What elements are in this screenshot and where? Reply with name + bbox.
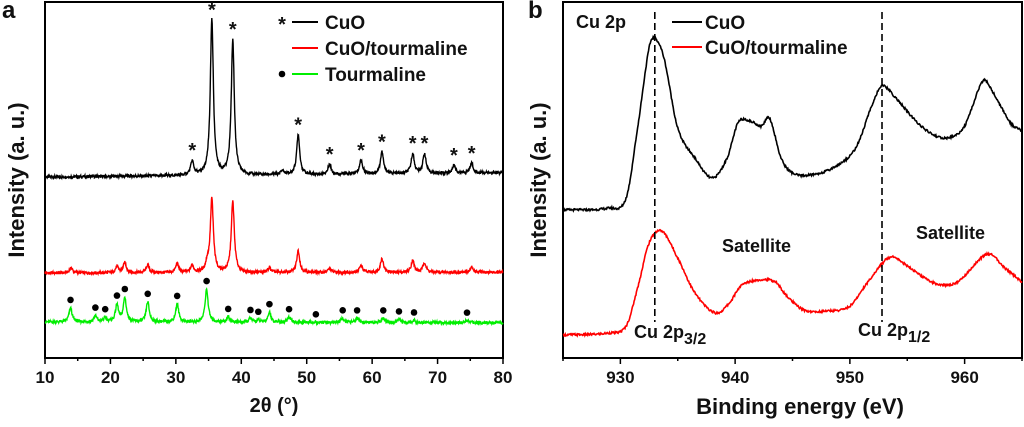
legend-label: CuO — [705, 13, 745, 34]
annotation-cu-2p3-2: Cu 2p3/2 — [634, 322, 706, 348]
peak-marker-dot — [463, 309, 471, 316]
peak-marker-dot — [379, 307, 387, 314]
x-tick-label: 30 — [166, 368, 185, 387]
x-tick-label: 70 — [428, 368, 447, 387]
legend-label: CuO/tourmaline — [325, 39, 468, 60]
peak-marker-dot — [395, 308, 403, 315]
peak-marker-dot — [247, 306, 254, 314]
peak-marker-dot — [113, 292, 121, 299]
peak-marker-dot — [101, 305, 109, 313]
peak-marker-dot — [339, 307, 347, 314]
peak-marker-dot — [203, 277, 210, 285]
x-tick-label: 20 — [101, 368, 120, 387]
x-axis-label: 2θ (°) — [250, 395, 299, 417]
legend-label: CuO — [325, 13, 365, 34]
panel-b: b 930 940 950 960 Binding energy (eV) Intensit… — [526, 0, 1023, 419]
peak-marker-star: * — [357, 140, 365, 162]
peak-marker-star: * — [378, 132, 386, 154]
legend-marker-dot — [278, 70, 286, 78]
series-line-cuo — [562, 34, 1023, 213]
annotation-satellite: Satellite — [722, 236, 791, 256]
peak-marker-dot — [266, 300, 273, 308]
peak-marker-dot — [353, 307, 361, 314]
y-axis-label: Intensity (a. u.) — [4, 102, 29, 257]
x-tick-label: 960 — [950, 368, 978, 387]
series-line-tourmaline — [44, 287, 504, 327]
series-line-cuo — [44, 17, 504, 181]
peak-marker-dot — [121, 285, 129, 293]
x-tick-label: 950 — [836, 368, 864, 387]
series-line-cuo-tourmaline — [44, 196, 504, 277]
x-axis-label: Binding energy (eV) — [696, 394, 904, 419]
peak-marker-star: * — [326, 144, 334, 166]
annotation-cu-2p: Cu 2p — [576, 12, 626, 32]
peak-marker-star: * — [421, 133, 429, 155]
peak-marker-star: * — [229, 19, 237, 41]
y-axis-label: Intensity (a. u.) — [526, 102, 551, 257]
peak-marker-star: * — [409, 133, 417, 155]
peak-marker-dot — [92, 304, 99, 311]
peak-marker-star: * — [188, 140, 196, 162]
peak-marker-dot — [285, 305, 293, 313]
legend-marker-star: * — [278, 14, 286, 36]
x-tick-label: 80 — [494, 368, 513, 387]
panel-a: a 10 20 30 40 50 60 70 80 2θ (°) Intensity (a. u.)… — [2, 0, 512, 417]
peak-marker-star: * — [450, 145, 458, 167]
x-tick-label: 50 — [297, 368, 316, 387]
legend-label: CuO/tourmaline — [705, 38, 848, 59]
peak-marker-dot — [144, 290, 152, 298]
series-line-cuo-tourmaline — [562, 228, 1023, 338]
peak-marker-dot — [410, 309, 418, 316]
peak-marker-star: * — [294, 114, 302, 136]
x-tick-label: 940 — [721, 368, 749, 387]
peak-marker-dot — [254, 308, 262, 316]
peak-marker-dot — [67, 296, 74, 304]
x-tick-label: 40 — [232, 368, 251, 387]
legend-a: * CuO CuO/tourmaline Tourmaline — [278, 13, 467, 86]
annotation-satellite: Satellite — [916, 223, 985, 243]
x-tick-label: 10 — [36, 368, 55, 387]
peak-marker-dot — [173, 292, 181, 300]
x-tick-label: 930 — [606, 368, 634, 387]
x-tick-label: 60 — [363, 368, 382, 387]
panel-label-a: a — [2, 0, 16, 24]
annotation-cu-2p1-2: Cu 2p1/2 — [858, 320, 930, 346]
peak-marker-star: * — [468, 143, 476, 165]
legend-label: Tourmaline — [325, 65, 426, 86]
peak-marker-dot — [312, 311, 320, 318]
peak-marker-dot — [224, 305, 232, 313]
panel-label-b: b — [528, 0, 543, 24]
peak-marker-star: * — [208, 0, 216, 21]
legend-b: CuO CuO/tourmaline — [672, 13, 848, 59]
